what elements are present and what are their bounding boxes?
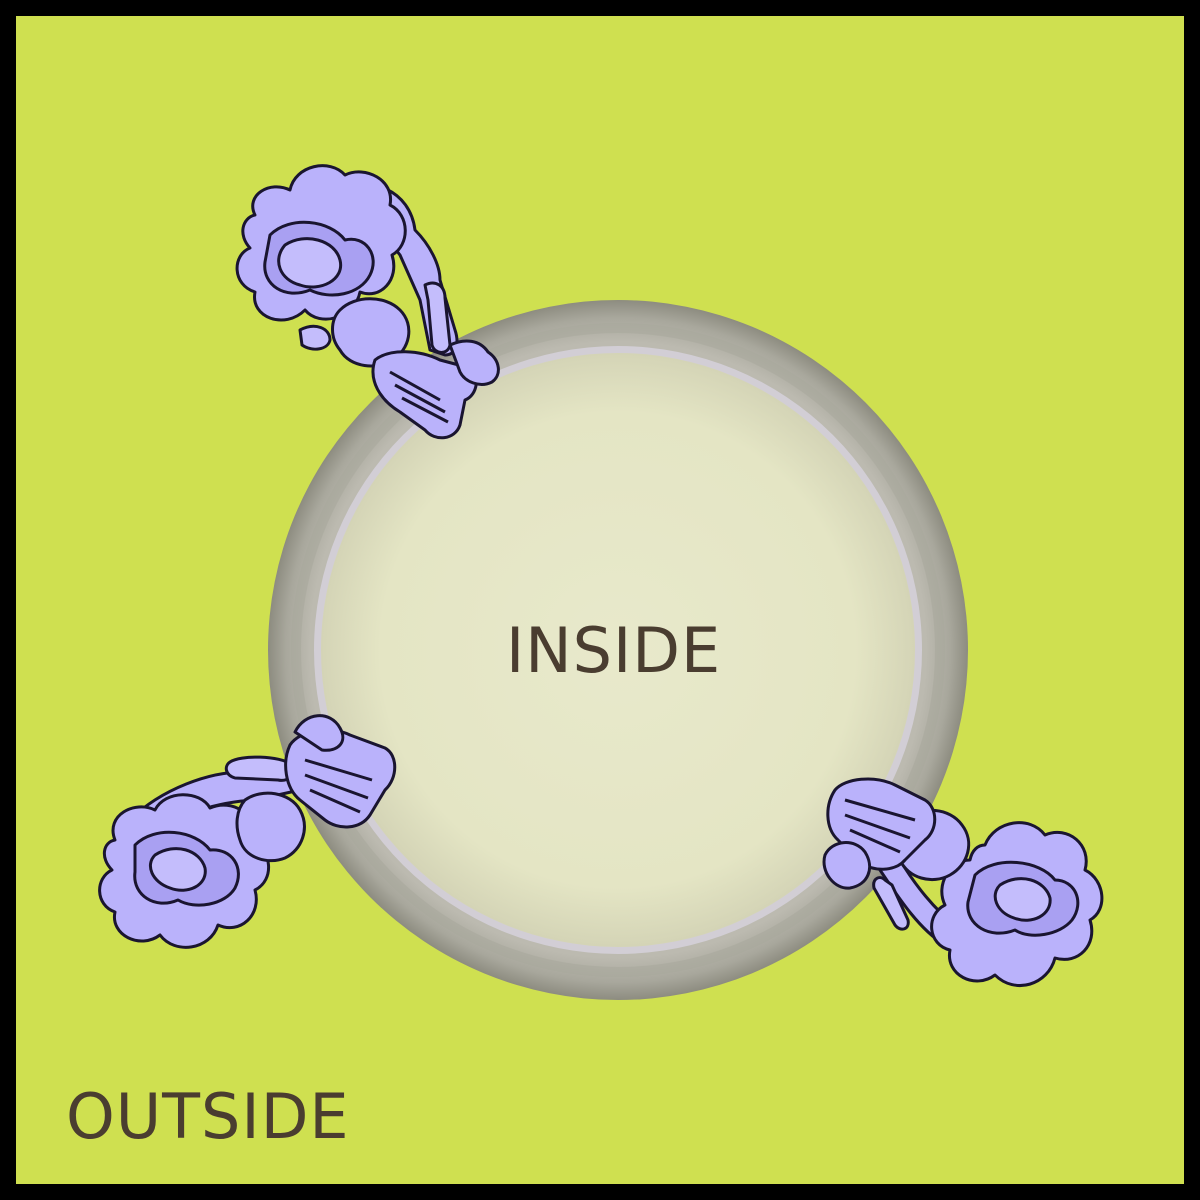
membrane-middle-band (291, 323, 945, 977)
membrane-protein-top-left (235, 164, 500, 440)
inside-region (321, 353, 915, 947)
outside-label: OUTSIDE (66, 1080, 350, 1153)
membrane-protein-bottom-left (98, 714, 397, 949)
membrane-protein-bottom-right (822, 777, 1104, 987)
inside-label: INSIDE (506, 614, 722, 687)
